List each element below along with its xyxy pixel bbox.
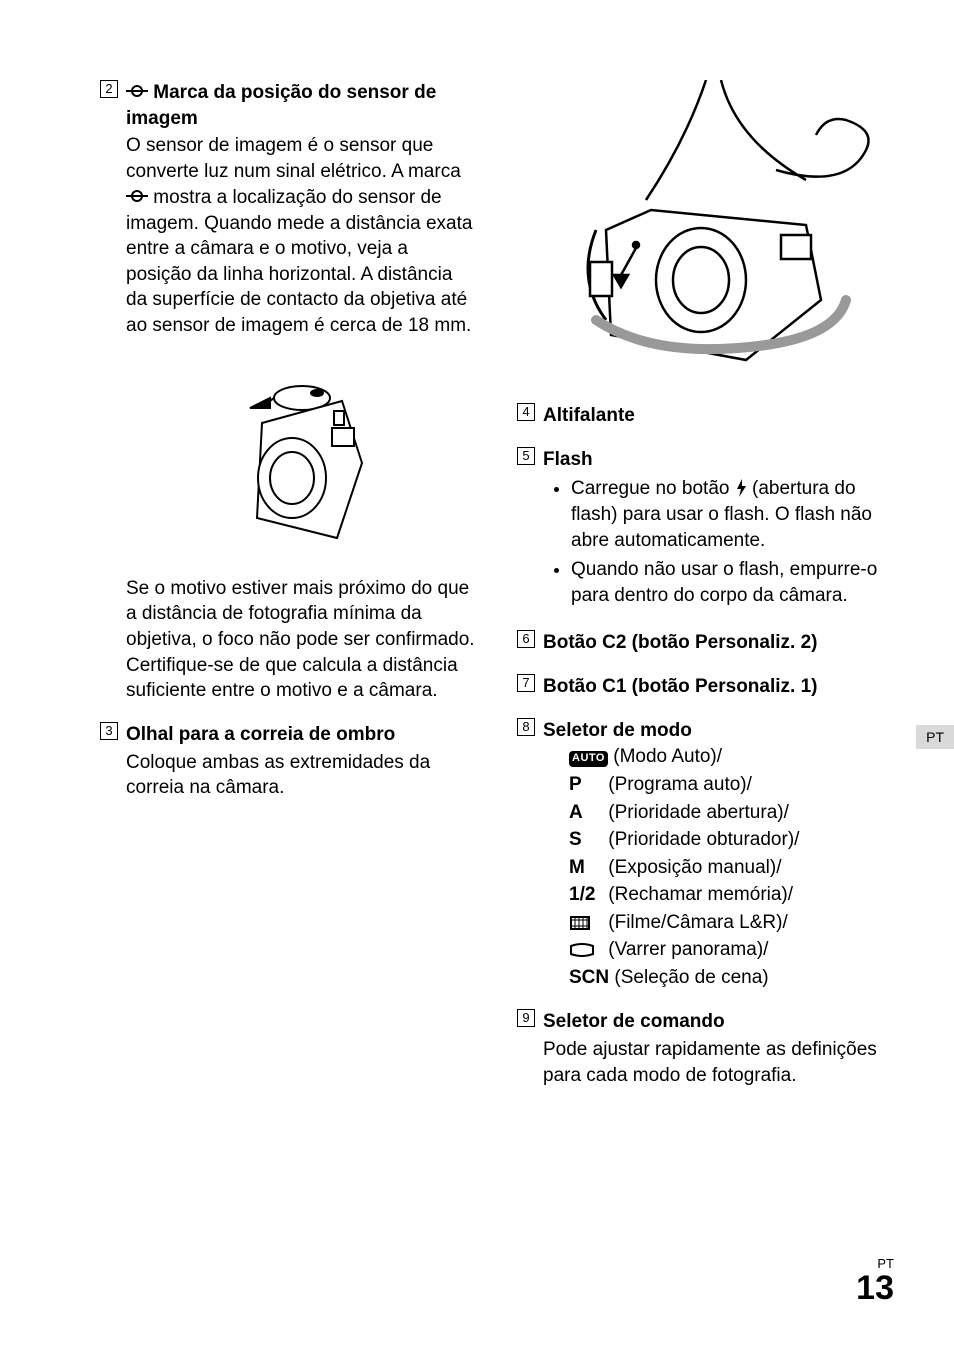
item-6-title: Botão C2 (botão Personaliz. 2) bbox=[543, 630, 894, 656]
page-footer: PT 13 bbox=[856, 1256, 894, 1305]
item-4: 4 Altifalante bbox=[517, 403, 894, 429]
mode-1/2-icon: 1/2 bbox=[569, 881, 603, 909]
callout-number-7: 7 bbox=[517, 674, 535, 692]
camera-sensor-figure bbox=[126, 353, 477, 558]
right-column: 4 Altifalante 5 Flash Carregue no botão … bbox=[517, 80, 894, 1106]
item-2-body: Marca da posição do sensor de imagem O s… bbox=[126, 80, 477, 704]
sensor-mark-icon-inline bbox=[126, 185, 148, 211]
mode-a-icon: A bbox=[569, 799, 603, 827]
item-3-text: Coloque ambas as extremidades da correia… bbox=[126, 750, 477, 801]
item-5: 5 Flash Carregue no botão (abertura do f… bbox=[517, 447, 894, 613]
item-2-title-text: Marca da posição do sensor de imagem bbox=[126, 82, 436, 129]
item-4-title: Altifalante bbox=[543, 403, 894, 429]
callout-number-9: 9 bbox=[517, 1009, 535, 1027]
item-6: 6 Botão C2 (botão Personaliz. 2) bbox=[517, 630, 894, 656]
page-content: 2 Marca da posição do sensor de imagem O… bbox=[0, 0, 954, 1126]
bullet-2-text: Quando não usar o flash, empurre-o para … bbox=[571, 559, 877, 606]
item-7-title: Botão C1 (botão Personaliz. 1) bbox=[543, 674, 894, 700]
item-9-body: Seletor de comando Pode ajustar rapidame… bbox=[543, 1009, 894, 1088]
item-5-bullets: Carregue no botão (abertura do flash) pa… bbox=[543, 476, 894, 608]
mode-panorama-icon bbox=[569, 936, 603, 964]
item-5-title: Flash bbox=[543, 447, 894, 473]
item-5-bullet-1: Carregue no botão (abertura do flash) pa… bbox=[571, 476, 894, 553]
callout-number-8: 8 bbox=[517, 718, 535, 736]
sensor-mark-icon bbox=[126, 80, 148, 106]
item-2-para1: O sensor de imagem é o sensor que conver… bbox=[126, 133, 477, 338]
mode-auto-icon: AUTO bbox=[569, 751, 608, 767]
mode-p-icon: P bbox=[569, 771, 603, 799]
bullet-1-pre: Carregue no botão bbox=[571, 478, 735, 499]
mode-m-icon: M bbox=[569, 854, 603, 882]
item-3-body: Olhal para a correia de ombro Coloque am… bbox=[126, 722, 477, 801]
item-8: 8 Seletor de modo AUTO (Modo Auto)/P (Pr… bbox=[517, 718, 894, 992]
item-8-body: Seletor de modo AUTO (Modo Auto)/P (Prog… bbox=[543, 718, 894, 992]
mode-label: (Prioridade obturador)/ bbox=[603, 829, 799, 850]
item-3: 3 Olhal para a correia de ombro Coloque … bbox=[100, 722, 477, 801]
callout-number-5: 5 bbox=[517, 447, 535, 465]
mode-label: (Programa auto)/ bbox=[603, 774, 752, 795]
item-9-text: Pode ajustar rapidamente as definições p… bbox=[543, 1037, 894, 1088]
callout-number-6: 6 bbox=[517, 630, 535, 648]
flash-icon bbox=[735, 478, 747, 499]
mode-label: (Exposição manual)/ bbox=[603, 857, 781, 878]
callout-number-2: 2 bbox=[100, 80, 118, 98]
item-9-title: Seletor de comando bbox=[543, 1009, 894, 1035]
item-8-title: Seletor de modo bbox=[543, 718, 894, 744]
mode-row: S (Prioridade obturador)/ bbox=[543, 826, 894, 854]
mode-label: (Varrer panorama)/ bbox=[603, 939, 768, 960]
mode-row: AUTO (Modo Auto)/ bbox=[543, 743, 894, 771]
mode-row: SCN (Seleção de cena) bbox=[543, 964, 894, 992]
mode-row: (Filme/Câmara L&R)/ bbox=[543, 909, 894, 937]
mode-row: P (Programa auto)/ bbox=[543, 771, 894, 799]
item-7: 7 Botão C1 (botão Personaliz. 1) bbox=[517, 674, 894, 700]
mode-label: (Seleção de cena) bbox=[609, 967, 769, 988]
mode-row: 1/2 (Rechamar memória)/ bbox=[543, 881, 894, 909]
callout-number-4: 4 bbox=[517, 403, 535, 421]
mode-list: AUTO (Modo Auto)/P (Programa auto)/A (Pr… bbox=[543, 743, 894, 991]
mode-film-icon bbox=[569, 909, 603, 937]
mode-row: A (Prioridade abertura)/ bbox=[543, 799, 894, 827]
strap-figure bbox=[517, 80, 894, 385]
language-tab: PT bbox=[916, 725, 954, 749]
mode-scn-icon: SCN bbox=[569, 964, 609, 992]
item-2-para2: Se o motivo estiver mais próximo do que … bbox=[126, 576, 477, 704]
item-2: 2 Marca da posição do sensor de imagem O… bbox=[100, 80, 477, 704]
mode-label: (Modo Auto)/ bbox=[608, 746, 722, 767]
mode-label: (Prioridade abertura)/ bbox=[603, 802, 789, 823]
item-2-title: Marca da posição do sensor de imagem bbox=[126, 80, 477, 131]
item-2-para1-post: mostra a localização do sensor de imagem… bbox=[126, 187, 472, 336]
footer-page-number: 13 bbox=[856, 1271, 894, 1305]
mode-label: (Filme/Câmara L&R)/ bbox=[603, 912, 788, 933]
item-5-body: Flash Carregue no botão (abertura do fla… bbox=[543, 447, 894, 613]
item-2-para1-pre: O sensor de imagem é o sensor que conver… bbox=[126, 135, 461, 182]
item-3-title: Olhal para a correia de ombro bbox=[126, 722, 477, 748]
item-9: 9 Seletor de comando Pode ajustar rapida… bbox=[517, 1009, 894, 1088]
left-column: 2 Marca da posição do sensor de imagem O… bbox=[100, 80, 477, 1106]
mode-row: M (Exposição manual)/ bbox=[543, 854, 894, 882]
mode-s-icon: S bbox=[569, 826, 603, 854]
mode-row: (Varrer panorama)/ bbox=[543, 936, 894, 964]
item-5-bullet-2: Quando não usar o flash, empurre-o para … bbox=[571, 557, 894, 608]
mode-label: (Rechamar memória)/ bbox=[603, 884, 793, 905]
callout-number-3: 3 bbox=[100, 722, 118, 740]
